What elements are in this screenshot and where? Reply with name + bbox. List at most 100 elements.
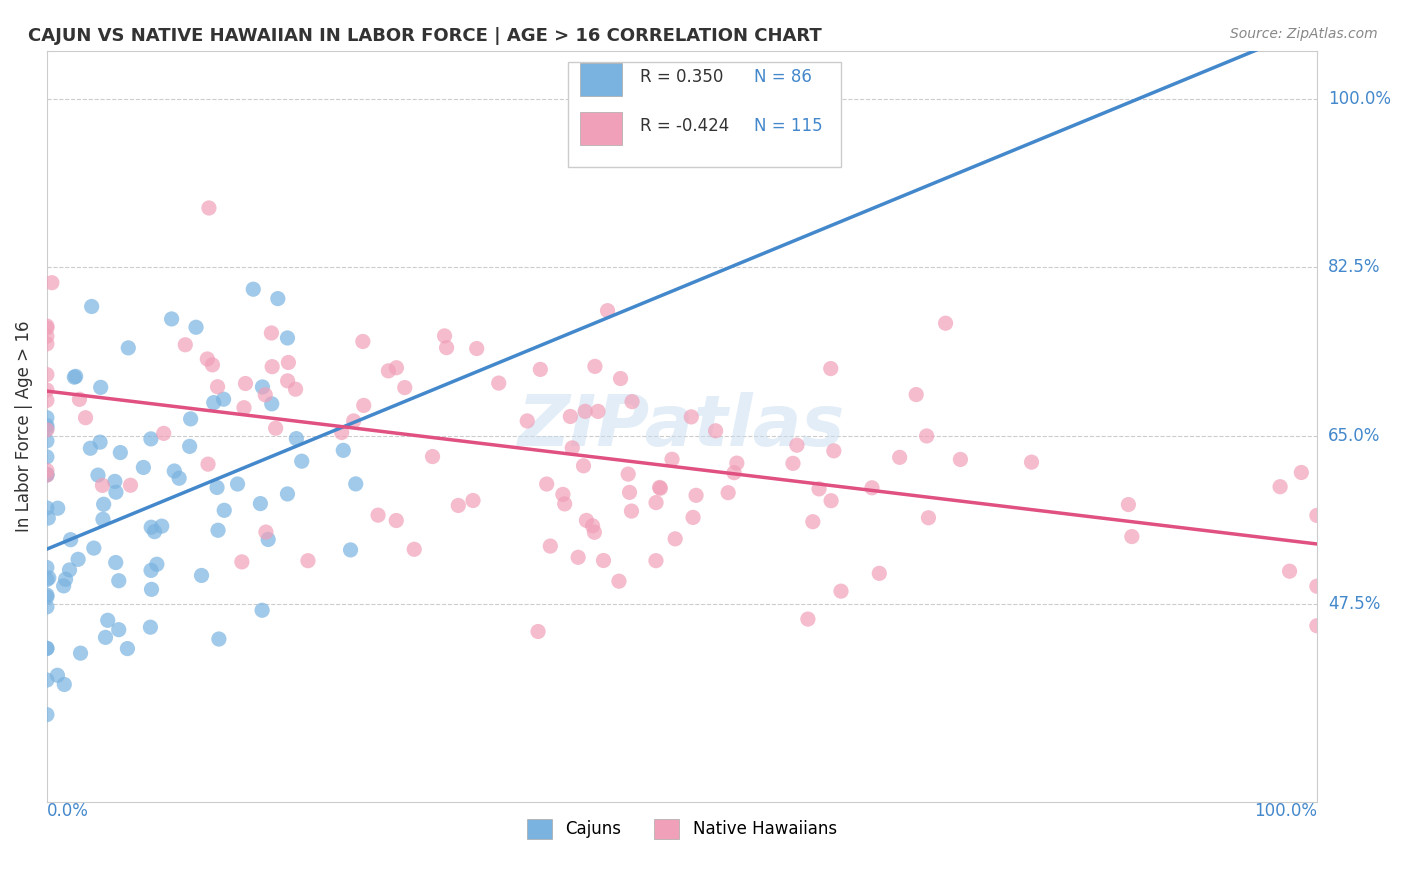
Cajuns [67,552,90,566]
Native Hawaiians [447,499,470,513]
Text: 100.0%: 100.0% [1329,90,1391,108]
Text: 0.0%: 0.0% [46,802,89,820]
Native Hawaiians [67,392,90,407]
Cajuns [55,572,77,586]
Native Hawaiians [786,438,808,452]
Native Hawaiians [586,404,609,418]
Native Hawaiians [797,612,820,626]
Cajuns [35,467,58,482]
Cajuns [35,421,58,435]
Text: 82.5%: 82.5% [1329,259,1381,277]
Cajuns [80,300,103,314]
Native Hawaiians [889,450,911,465]
Cajuns [52,579,75,593]
Native Hawaiians [723,466,745,480]
Cajuns [260,397,283,411]
Native Hawaiians [254,388,277,402]
Native Hawaiians [235,376,257,391]
Cajuns [35,641,58,656]
Native Hawaiians [385,360,408,375]
Cajuns [104,556,127,570]
Cajuns [242,282,264,296]
Cajuns [250,603,273,617]
Cajuns [93,497,115,511]
Cajuns [37,511,59,525]
Cajuns [35,573,58,587]
Native Hawaiians [681,409,703,424]
Cajuns [190,568,212,582]
Native Hawaiians [823,443,845,458]
Native Hawaiians [554,497,576,511]
Cajuns [69,646,91,660]
Cajuns [146,558,169,572]
Text: R = 0.350: R = 0.350 [640,68,723,86]
Cajuns [212,503,235,517]
Native Hawaiians [35,329,58,343]
Native Hawaiians [35,393,58,408]
Native Hawaiians [830,584,852,599]
Cajuns [35,418,58,433]
Text: N = 86: N = 86 [754,68,813,86]
Cajuns [79,442,101,456]
Cajuns [267,292,290,306]
Cajuns [35,500,58,515]
Native Hawaiians [201,358,224,372]
Native Hawaiians [621,394,644,409]
Cajuns [35,641,58,656]
Native Hawaiians [619,485,641,500]
Native Hawaiians [1121,530,1143,544]
Cajuns [35,590,58,604]
Native Hawaiians [35,368,58,382]
Native Hawaiians [297,554,319,568]
Native Hawaiians [645,495,668,509]
Native Hawaiians [352,334,374,349]
Text: R = -0.424: R = -0.424 [640,117,730,135]
Cajuns [117,341,139,355]
Native Hawaiians [682,510,704,524]
Legend: Cajuns, Native Hawaiians: Cajuns, Native Hawaiians [520,812,844,846]
Native Hawaiians [436,341,458,355]
Cajuns [184,320,207,334]
Text: ZIPatlas: ZIPatlas [519,392,845,460]
Native Hawaiians [35,383,58,397]
Cajuns [276,331,298,345]
Native Hawaiians [915,429,938,443]
Cajuns [179,439,201,453]
Native Hawaiians [650,481,672,495]
Cajuns [35,560,58,574]
Cajuns [249,497,271,511]
Native Hawaiians [465,342,488,356]
Cajuns [160,312,183,326]
Native Hawaiians [233,401,256,415]
Cajuns [35,707,58,722]
Native Hawaiians [260,326,283,340]
Cajuns [117,641,139,656]
Native Hawaiians [917,510,939,524]
Native Hawaiians [527,624,550,639]
Native Hawaiians [35,423,58,437]
Native Hawaiians [197,457,219,471]
Native Hawaiians [516,414,538,428]
Native Hawaiians [262,359,284,374]
FancyBboxPatch shape [581,112,623,145]
Native Hawaiians [782,456,804,470]
Text: 47.5%: 47.5% [1329,595,1381,613]
Native Hawaiians [404,542,426,557]
Native Hawaiians [284,382,307,396]
Native Hawaiians [277,374,299,388]
Native Hawaiians [645,554,668,568]
Native Hawaiians [607,574,630,589]
Text: N = 115: N = 115 [754,117,823,135]
Native Hawaiians [35,464,58,478]
Native Hawaiians [801,515,824,529]
Native Hawaiians [353,398,375,412]
Cajuns [107,574,129,588]
Cajuns [163,464,186,478]
Native Hawaiians [808,482,831,496]
Native Hawaiians [394,380,416,394]
Cajuns [107,623,129,637]
FancyBboxPatch shape [568,62,841,167]
Native Hawaiians [583,525,606,540]
Native Hawaiians [592,553,614,567]
Native Hawaiians [1278,564,1301,578]
